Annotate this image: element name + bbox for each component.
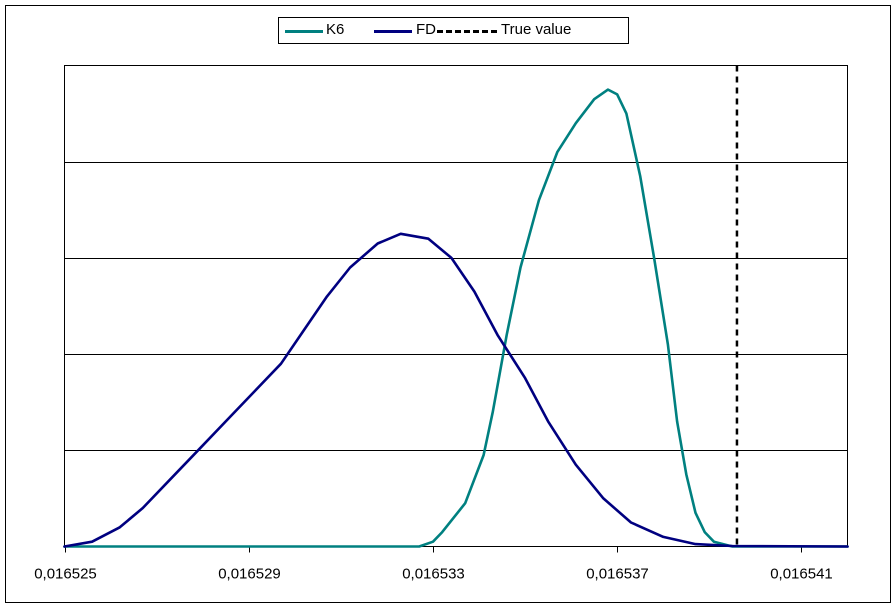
legend-swatch-true-value: [437, 30, 497, 33]
series-line-k6: [63, 88, 849, 548]
y-gridlines: [64, 162, 848, 451]
series-line-fd: [63, 232, 849, 548]
plot-area: [64, 65, 848, 547]
legend: K6 FD True value: [278, 17, 629, 44]
x-tick-label-2: 0,016533: [402, 566, 465, 583]
series-layer: [63, 65, 849, 548]
legend-label-fd: FD: [416, 21, 436, 38]
x-tick-label-4: 0,016541: [770, 566, 833, 583]
x-axis-tick-labels: 0,016525 0,016529 0,016533 0,016537 0,016541: [34, 566, 833, 583]
legend-label-k6: K6: [326, 21, 345, 38]
legend-label-true-value: True value: [501, 21, 572, 38]
x-tick-label-3: 0,016537: [586, 566, 649, 583]
x-tick-label-1: 0,016529: [218, 566, 281, 583]
x-tick-label-0: 0,016525: [34, 566, 97, 583]
legend-swatch-k6: [285, 30, 323, 33]
legend-swatch-fd: [374, 30, 412, 33]
